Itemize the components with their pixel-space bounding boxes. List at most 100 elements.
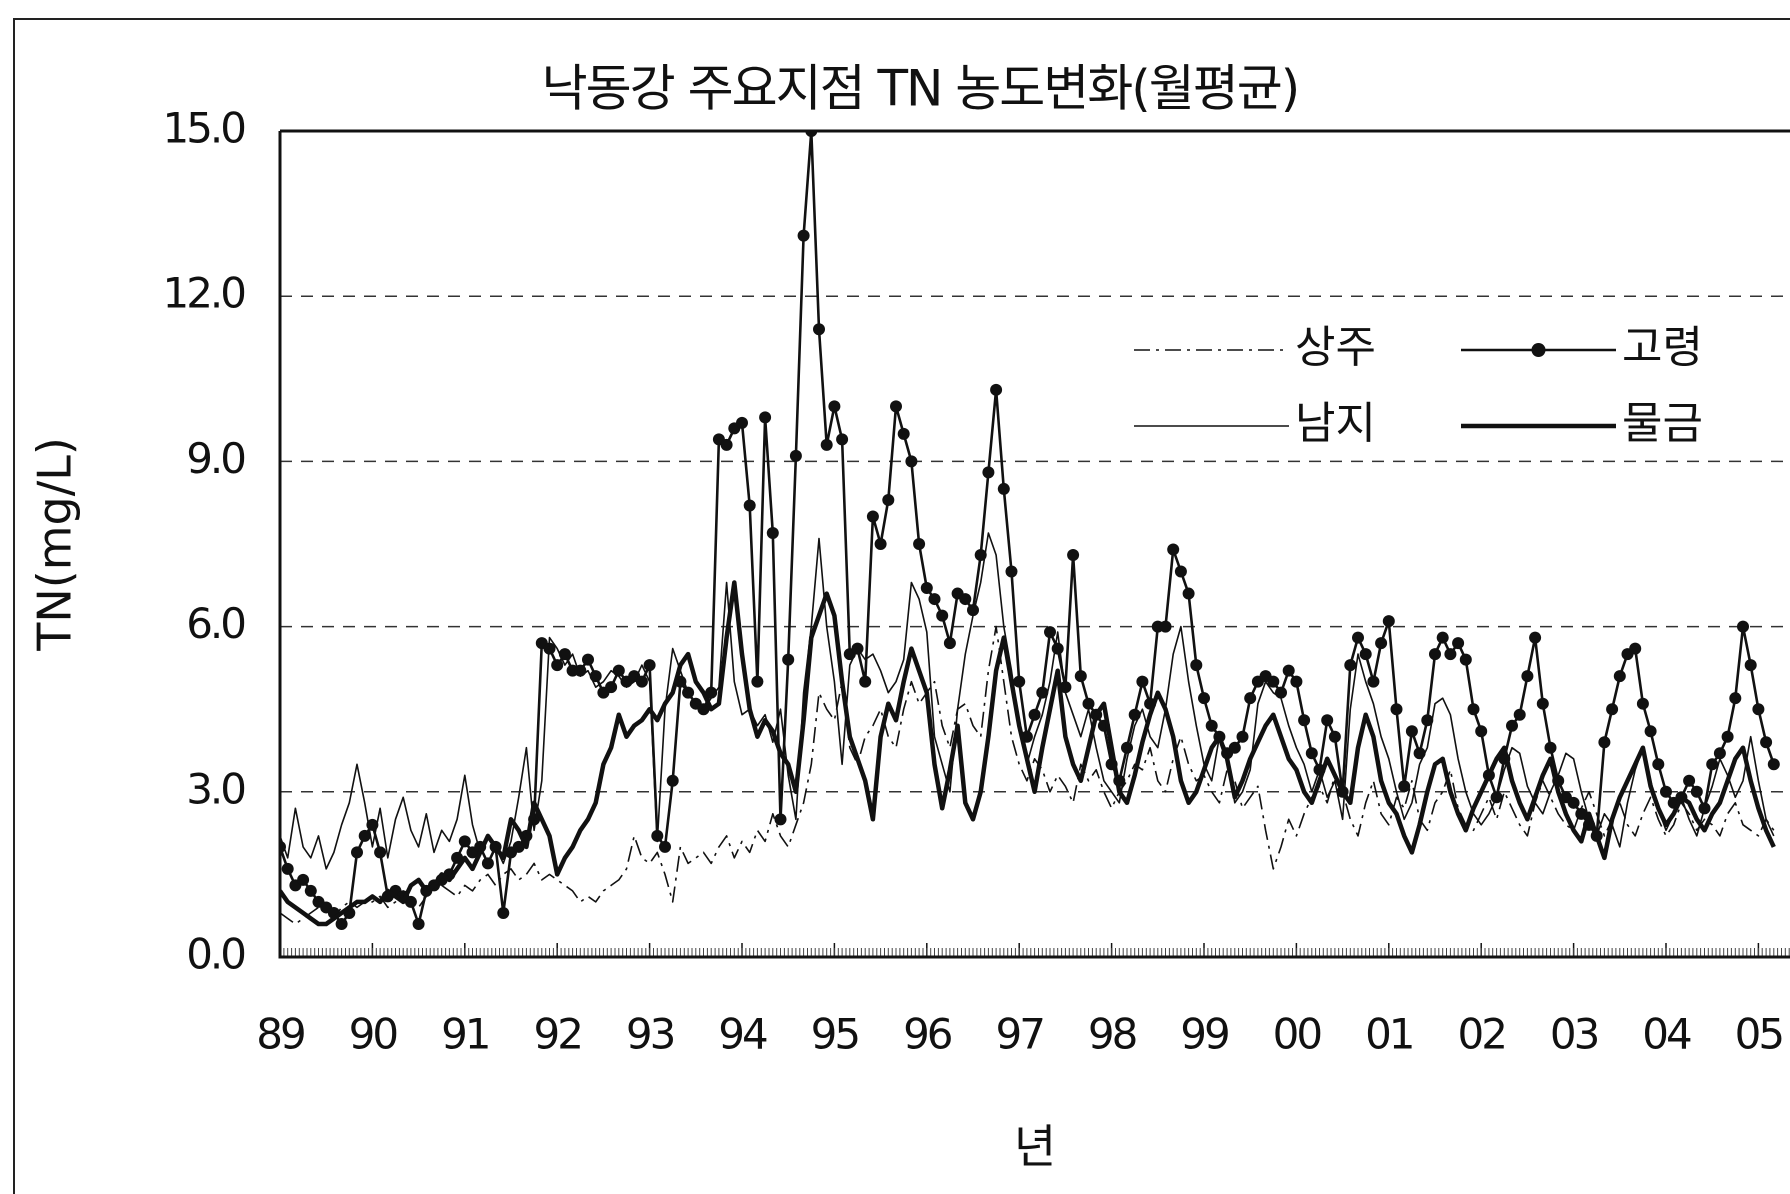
series-marker [920,582,933,595]
series-marker [297,873,310,886]
legend-label: 상주 [1295,322,1376,373]
x-tick-label: 03 [1550,1010,1598,1059]
x-tick-label: 91 [441,1010,488,1059]
series-marker [1328,730,1341,743]
series-marker [782,653,795,666]
x-tick-label: 95 [811,1010,859,1059]
series-marker [1321,714,1334,727]
series-marker [358,829,371,842]
series-marker [1005,565,1018,578]
series-marker [1744,659,1757,672]
x-tick-label: 01 [1365,1010,1412,1059]
series-marker [1290,675,1303,688]
series-marker [481,857,494,870]
series-marker [1174,565,1187,578]
series-marker [882,493,895,506]
series-marker [705,686,718,699]
series-marker [1413,747,1426,760]
series-marker [1352,631,1364,644]
series-marker [1236,730,1249,743]
series-marker [1529,631,1542,644]
series-marker [1644,725,1657,738]
series-marker [1452,637,1465,650]
series-marker [720,438,733,451]
x-tick-label: 89 [256,1010,304,1059]
series-marker [1536,697,1549,710]
series-line [280,532,1775,870]
series-marker [1128,708,1141,721]
series-marker [736,416,748,429]
series-marker [1737,620,1749,633]
plot-area [280,131,1780,930]
series-marker [1660,785,1672,798]
legend-label: 고령 [1622,322,1703,373]
x-axis-label: 년 [1014,1120,1056,1174]
series-marker [1475,725,1488,738]
series-marker [1459,653,1472,666]
series-marker [1567,796,1580,809]
series-marker [304,884,317,897]
series-marker [404,895,417,908]
legend-label: 물금 [1622,398,1703,449]
outer-frame [13,18,1790,1194]
series-marker [766,526,779,539]
x-tick-label: 97 [995,1010,1043,1059]
series-marker [1375,637,1388,650]
x-tick-label: 94 [718,1010,767,1059]
series-marker [1444,648,1457,661]
series-marker [635,675,648,688]
series-marker [1729,692,1742,705]
series-marker [1760,736,1773,749]
y-axis-label: TN(mg/L) [28,437,82,652]
series-marker [1575,807,1588,820]
series-marker [1683,774,1696,787]
series-marker [751,675,764,688]
series-marker [659,840,671,853]
series-marker [582,653,594,666]
series-marker [1044,626,1056,639]
series-marker [412,917,425,930]
y-tick-label: 3.0 [186,764,244,813]
series-marker [797,229,810,242]
legend-label: 남지 [1295,398,1376,449]
series-marker [1767,758,1780,771]
series-marker [1167,543,1180,556]
series-marker [1713,747,1726,760]
series-marker [1429,648,1441,661]
x-tick-label: 92 [533,1010,580,1059]
series-marker [1182,587,1195,600]
series-marker [1275,686,1287,699]
series-marker [1367,675,1380,688]
series-marker [1136,675,1149,688]
series-marker [1282,664,1295,677]
x-tick-label: 96 [903,1010,952,1059]
series-marker [1752,703,1765,716]
series-marker [943,637,956,650]
series-marker [1082,697,1095,710]
chart-title: 낙동강 주요지점 TN 농도변화(월평균) [542,60,1299,118]
y-tick-label: 9.0 [186,434,244,483]
series-marker [1198,692,1210,705]
series-marker [589,670,602,683]
series-marker [1652,758,1665,771]
series-marker [551,659,564,672]
y-tick-label: 6.0 [186,599,244,648]
series-marker [1606,703,1619,716]
y-tick-label: 0.0 [186,930,244,979]
series-marker [666,774,679,787]
series-marker [874,538,887,550]
series-marker [605,681,618,694]
series-marker [1706,758,1719,771]
series-line [280,580,1776,927]
series-marker [959,593,972,606]
series-marker [1390,703,1403,716]
series-marker [813,323,825,336]
series-marker [743,499,756,512]
y-tick-label: 15.0 [162,104,244,153]
series-marker [512,840,525,853]
series-marker [890,400,902,413]
series-marker [967,604,979,617]
x-tick-label: 00 [1273,1010,1321,1059]
series-marker [913,538,926,550]
